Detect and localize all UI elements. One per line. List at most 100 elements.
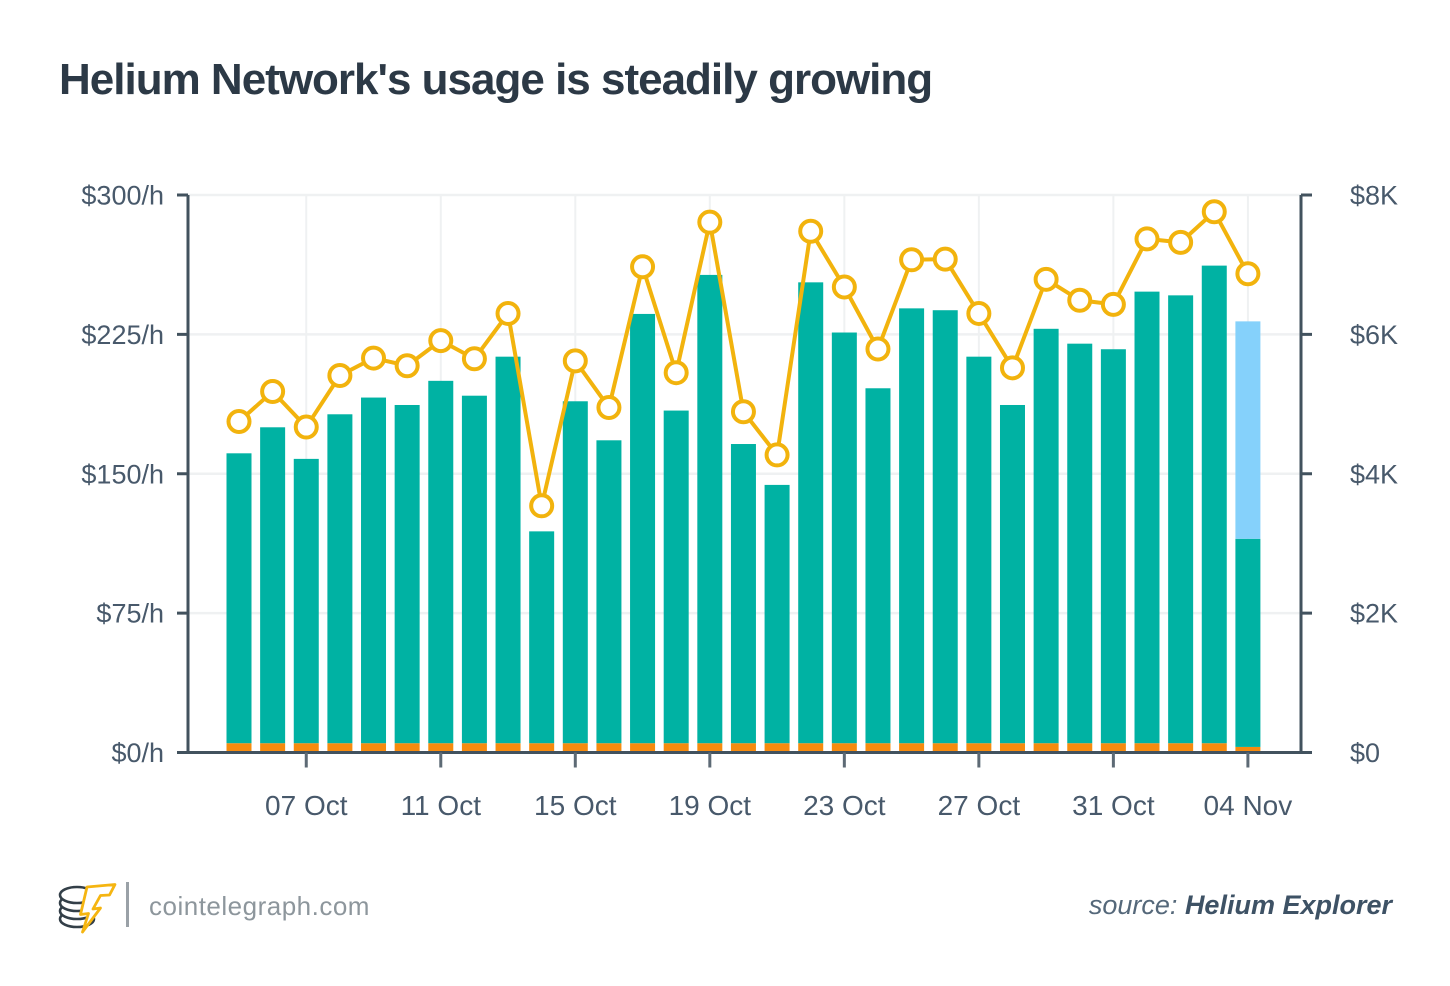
bar (596, 440, 622, 744)
bar-base-segment (428, 743, 454, 753)
line-marker (529, 493, 555, 519)
line-marker (697, 209, 723, 235)
bar (831, 332, 857, 744)
bar-base-segment (529, 743, 555, 753)
source-label: source: (1088, 890, 1178, 920)
line-marker (1235, 261, 1261, 287)
y-axis-label-left: $300/h (81, 181, 164, 211)
bar-base-segment (1033, 743, 1059, 753)
line-marker (361, 345, 387, 371)
bar-base-segment (865, 743, 891, 753)
bar (865, 388, 891, 744)
bar (966, 356, 992, 744)
bar-base-segment (562, 743, 588, 753)
y-axis-label-right: $2K (1350, 599, 1398, 629)
coin-stack-icon (58, 885, 96, 929)
bar-base-segment (764, 743, 790, 753)
bar-base-segment (1134, 743, 1160, 753)
helium-usage-chart: $300/h $225/h $150/h $75/h $0/h $8K $6K $4K $2K $… (81, 181, 1398, 822)
bar (529, 531, 555, 744)
bar-base-segment (1067, 743, 1093, 753)
line-marker (663, 360, 689, 386)
footer: cointelegraph.com source: Helium Explore… (0, 862, 1450, 986)
line-marker (495, 300, 521, 326)
bar (899, 308, 925, 744)
cointelegraph-logo (58, 883, 117, 934)
bar-base-segment (899, 743, 925, 753)
x-axis-label: 15 Oct (534, 790, 617, 821)
bar-base-segment (596, 743, 622, 753)
bar (798, 282, 824, 744)
y-axis-label-right: $4K (1350, 459, 1398, 489)
y-axis-label-left: $0/h (111, 738, 164, 768)
bar-base-segment (293, 743, 319, 753)
line-marker (865, 336, 891, 362)
line-marker (1033, 266, 1059, 292)
bar-base-segment (730, 743, 756, 753)
lightning-bolt-t-icon (79, 883, 117, 934)
bar (562, 401, 588, 744)
bar-base-segment (999, 743, 1025, 753)
bar-base-segment (361, 743, 387, 753)
bar-base-segment (1168, 743, 1194, 753)
bar-base-segment (798, 743, 824, 753)
y-axis-label-left: $225/h (81, 320, 164, 350)
bar (764, 484, 790, 744)
line-marker (798, 218, 824, 244)
x-axis-label: 19 Oct (669, 790, 752, 821)
line-marker (1067, 287, 1093, 313)
y-axis-label-right: $8K (1350, 181, 1398, 211)
page-title: Helium Network's usage is steadily growi… (59, 55, 933, 104)
y-axis-label-right: $0 (1350, 738, 1380, 768)
line-marker (966, 300, 992, 326)
line-marker (394, 353, 420, 379)
x-axis-label: 11 Oct (401, 790, 482, 821)
bar-base-segment (1235, 746, 1261, 753)
bar (1134, 291, 1160, 744)
bar-base-segment (495, 743, 521, 753)
line-marker (1168, 229, 1194, 255)
bar (361, 397, 387, 744)
bar-base-segment (663, 743, 689, 753)
site-label: cointelegraph.com (149, 891, 370, 921)
line-marker (461, 346, 487, 372)
line-marker (260, 379, 286, 405)
y-axis-label-right: $6K (1350, 320, 1398, 350)
line-marker (428, 328, 454, 354)
source-name: Helium Explorer (1184, 890, 1392, 920)
bar (461, 395, 487, 744)
bar-base-segment (461, 743, 487, 753)
bar (495, 356, 521, 744)
bar-base-segment (1201, 743, 1227, 753)
bar-base-segment (932, 743, 958, 753)
bar-base-segment (1100, 743, 1126, 753)
bar-base-segment (226, 743, 252, 753)
line-marker (327, 362, 353, 388)
line-marker (1100, 291, 1126, 317)
bar (293, 458, 319, 744)
x-axis-label: 27 Oct (938, 790, 1021, 821)
line-marker (999, 355, 1025, 381)
footer-divider (126, 882, 129, 927)
line-marker (932, 246, 958, 272)
line-marker (293, 414, 319, 440)
x-axis-label: 31 Oct (1072, 790, 1155, 821)
line-marker (1134, 226, 1160, 252)
bar (1235, 538, 1261, 747)
bar (630, 313, 656, 744)
bar (1100, 349, 1126, 744)
line-marker (730, 399, 756, 425)
line-marker (899, 247, 925, 273)
bar (1168, 295, 1194, 744)
bar (428, 380, 454, 744)
line-marker (764, 442, 790, 468)
bar-base-segment (327, 743, 353, 753)
line-marker (562, 348, 588, 374)
bar (1033, 328, 1059, 744)
bar-base-segment (831, 743, 857, 753)
bar (730, 444, 756, 744)
bar (1067, 343, 1093, 744)
bar (1201, 265, 1227, 744)
bar-base-segment (630, 743, 656, 753)
